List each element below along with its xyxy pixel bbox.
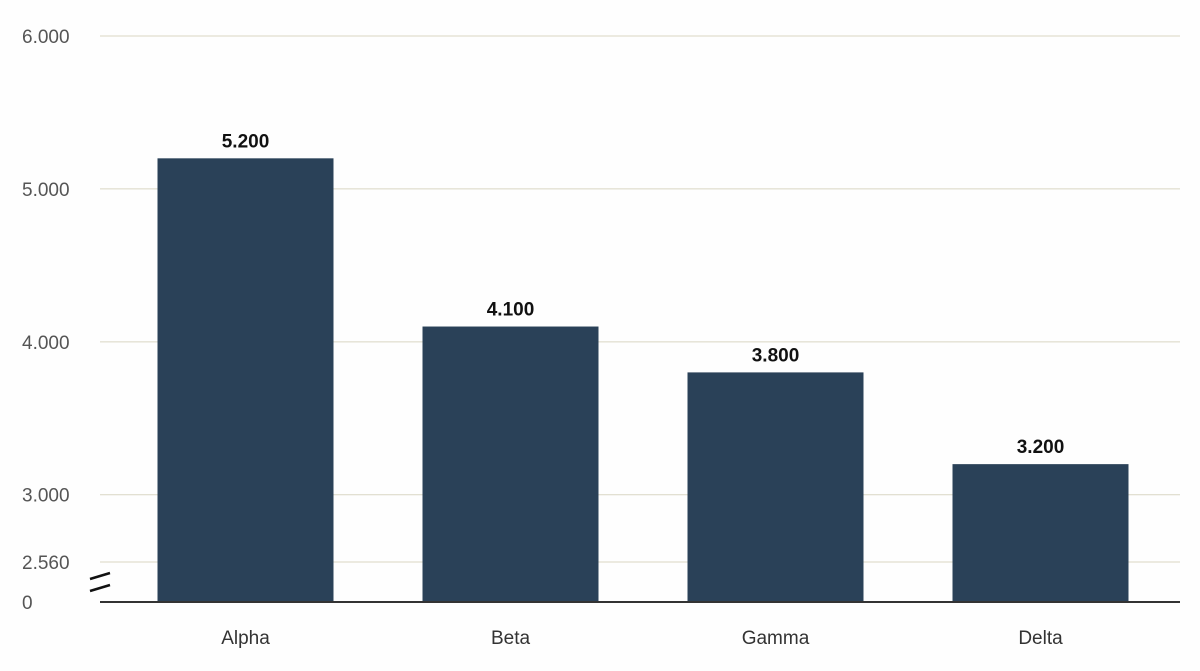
data-label: 3.200 — [1017, 437, 1065, 458]
bar-delta — [952, 464, 1129, 602]
y-tick-label: 3.000 — [22, 486, 70, 507]
bars — [157, 158, 1129, 603]
axis-break-marker — [89, 571, 111, 593]
x-tick-label: Gamma — [742, 628, 810, 649]
labels: 6.000 5.000 4.000 3.000 2.560 0 5.200 Alpha 4.10… — [22, 27, 1064, 649]
data-label: 3.800 — [752, 345, 800, 366]
y-tick-label: 4.000 — [22, 333, 70, 354]
bar-beta — [422, 326, 599, 602]
y-tick-label: 2.560 — [22, 553, 70, 574]
y-tick-label: 6.000 — [22, 27, 70, 48]
bar-gamma — [687, 372, 864, 602]
data-label: 4.100 — [487, 300, 535, 321]
y-tick-label: 0 — [22, 593, 33, 614]
data-label: 5.200 — [222, 131, 270, 152]
x-tick-label: Beta — [491, 628, 531, 649]
x-tick-label: Alpha — [221, 628, 270, 649]
x-tick-label: Delta — [1018, 628, 1063, 649]
axes — [89, 571, 1180, 603]
bar-alpha — [157, 158, 334, 603]
y-tick-label: 5.000 — [22, 180, 70, 201]
